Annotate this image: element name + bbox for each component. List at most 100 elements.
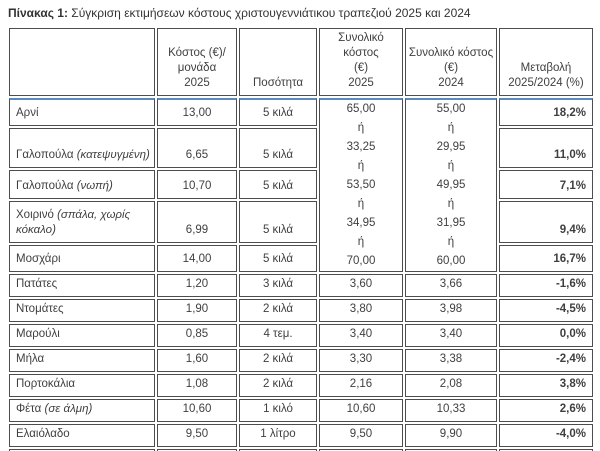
- table-row: Αρνί 13,00 5 κιλά 65,00 ή 33,25 ή 53,50 …: [9, 97, 593, 272]
- total-2024-cell: 2,08: [405, 373, 497, 397]
- table-row: Πατάτες 1,20 3 κιλά 3,60 3,66 -1,6%: [9, 273, 593, 297]
- unit-cost-cell: 1,20: [157, 273, 237, 297]
- item-name: Μοσχάρι: [16, 252, 61, 265]
- change-cell: 7,1%: [499, 169, 593, 199]
- header-unit-cost-2025: Κόστος (€)/ μονάδα 2025: [157, 28, 237, 96]
- total-2024-cell: 3,38: [405, 348, 497, 372]
- item-name: Πατάτες: [16, 277, 58, 290]
- quantity-cell: 3 κιλά: [239, 273, 317, 297]
- header-total-cost-2024: Συνολικό κόστος (€) 2024: [405, 28, 497, 96]
- total-2025-cell: 3,80: [319, 298, 403, 322]
- table-row-clipped: [9, 448, 593, 451]
- unit-cost-cell: 14,00: [157, 244, 237, 272]
- item-cell: [9, 448, 155, 451]
- unit-cost-cell: 1,08: [157, 373, 237, 397]
- item-cell: Χοιρινό (σπάλα, χωρίς κόκαλο): [9, 200, 155, 243]
- change-cell: [499, 448, 593, 451]
- total-2025-merged-cell: 65,00 ή 33,25 ή 53,50 ή 34,95 ή 70,00: [319, 97, 403, 272]
- total-2025-cell: 3,30: [319, 348, 403, 372]
- table-row: Χοιρινό (σπάλα, χωρίς κόκαλο) 6,99 5 κιλ…: [9, 200, 593, 243]
- item-cell: Μαρούλι: [9, 323, 155, 347]
- unit-cost-cell: 6,65: [157, 127, 237, 168]
- change-cell: 16,7%: [499, 244, 593, 272]
- quantity-cell: 1 κιλό: [239, 398, 317, 422]
- quantity-cell: [239, 448, 317, 451]
- item-note: (σπάλα, χωρίς κόκαλο): [16, 208, 131, 236]
- change-cell: 11,0%: [499, 127, 593, 168]
- unit-cost-cell: 9,50: [157, 423, 237, 447]
- item-cell: Φέτα (σε άλμη): [9, 398, 155, 422]
- item-cell: Μήλα: [9, 348, 155, 372]
- total-2024-merged-cell: 55,00 ή 29,95 ή 49,95 ή 31,95 ή 60,00: [405, 97, 497, 272]
- item-name: Ελαιόλαδο: [16, 427, 70, 440]
- quantity-cell: 5 κιλά: [239, 97, 317, 126]
- total-2025-cell: 3,40: [319, 323, 403, 347]
- table-row: Πορτοκάλια 1,08 2 κιλά 2,16 2,08 3,8%: [9, 373, 593, 397]
- quantity-cell: 2 κιλά: [239, 373, 317, 397]
- change-cell: -1,6%: [499, 273, 593, 297]
- item-cell: Ντομάτες: [9, 298, 155, 322]
- item-name: Χοιρινό: [16, 208, 54, 221]
- item-name: Μαρούλι: [16, 327, 60, 340]
- table-row: Γαλοπούλα (κατεψυγμένη) 6,65 5 κιλά 11,0…: [9, 127, 593, 168]
- quantity-cell: 2 κιλά: [239, 298, 317, 322]
- item-note: (κατεψυγμένη): [76, 148, 150, 161]
- unit-cost-cell: 1,90: [157, 298, 237, 322]
- cost-comparison-table: Κόστος (€)/ μονάδα 2025 Ποσότητα Συνολικ…: [7, 26, 595, 451]
- table-row: Φέτα (σε άλμη) 10,60 1 κιλό 10,60 10,33 …: [9, 398, 593, 422]
- unit-cost-cell: 1,60: [157, 348, 237, 372]
- item-note: (σε άλμη): [44, 402, 93, 415]
- quantity-cell: 1 λίτρο: [239, 423, 317, 447]
- change-cell: -2,4%: [499, 348, 593, 372]
- quantity-cell: 5 κιλά: [239, 244, 317, 272]
- item-name: Φέτα: [16, 402, 42, 415]
- unit-cost-cell: 10,70: [157, 169, 237, 199]
- item-name: Ντομάτες: [16, 302, 64, 315]
- table-row: Γαλοπούλα (νωπή) 10,70 5 κιλά 7,1%: [9, 169, 593, 199]
- total-2025-cell: 2,16: [319, 373, 403, 397]
- change-cell: -4,0%: [499, 423, 593, 447]
- change-cell: -4,5%: [499, 298, 593, 322]
- total-2025-cell: 3,60: [319, 273, 403, 297]
- item-name: Μήλα: [16, 352, 45, 365]
- item-cell: Γαλοπούλα (νωπή): [9, 169, 155, 199]
- change-cell: 2,6%: [499, 398, 593, 422]
- unit-cost-cell: 0,85: [157, 323, 237, 347]
- total-2024-cell: 10,33: [405, 398, 497, 422]
- table-row: Μήλα 1,60 2 κιλά 3,30 3,38 -2,4%: [9, 348, 593, 372]
- table-title-text: Σύγκριση εκτιμήσεων κόστους χριστουγεννι…: [67, 6, 471, 20]
- unit-cost-cell: 6,99: [157, 200, 237, 243]
- header-row: Κόστος (€)/ μονάδα 2025 Ποσότητα Συνολικ…: [9, 28, 593, 96]
- table-row: Μοσχάρι 14,00 5 κιλά 16,7%: [9, 244, 593, 272]
- change-cell: 3,8%: [499, 373, 593, 397]
- quantity-cell: 4 τεμ.: [239, 323, 317, 347]
- header-item: [9, 28, 155, 96]
- item-cell: Πορτοκάλια: [9, 373, 155, 397]
- page-title: Πίνακας 1: Σύγκριση εκτιμήσεων κόστους χ…: [0, 0, 600, 21]
- header-total-cost-2025: Συνολικό κόστος (€) 2025: [319, 28, 403, 96]
- total-2024-cell: 9,90: [405, 423, 497, 447]
- change-cell: 18,2%: [499, 97, 593, 126]
- quantity-cell: 5 κιλά: [239, 127, 317, 168]
- header-quantity: Ποσότητα: [239, 28, 317, 96]
- item-name: Γαλοπούλα: [16, 148, 74, 161]
- header-change-pct: Μεταβολή 2025/2024 (%): [499, 28, 593, 96]
- total-2025-cell: 9,50: [319, 423, 403, 447]
- table-row: Ντομάτες 1,90 2 κιλά 3,80 3,98 -4,5%: [9, 298, 593, 322]
- unit-cost-cell: 10,60: [157, 398, 237, 422]
- item-cell: Αρνί: [9, 97, 155, 126]
- total-2025-cell: [319, 448, 403, 451]
- item-cell: Ελαιόλαδο: [9, 423, 155, 447]
- total-2024-cell: 3,40: [405, 323, 497, 347]
- item-name: Αρνί: [16, 107, 39, 119]
- quantity-cell: 2 κιλά: [239, 348, 317, 372]
- unit-cost-cell: 13,00: [157, 97, 237, 126]
- table-row: Μαρούλι 0,85 4 τεμ. 3,40 3,40 0,0%: [9, 323, 593, 347]
- quantity-cell: 5 κιλά: [239, 200, 317, 243]
- change-cell: 9,4%: [499, 200, 593, 243]
- item-name: Πορτοκάλια: [16, 377, 76, 390]
- table-number-label: Πίνακας 1:: [8, 6, 68, 20]
- item-cell: Γαλοπούλα (κατεψυγμένη): [9, 127, 155, 168]
- total-2025-cell: 10,60: [319, 398, 403, 422]
